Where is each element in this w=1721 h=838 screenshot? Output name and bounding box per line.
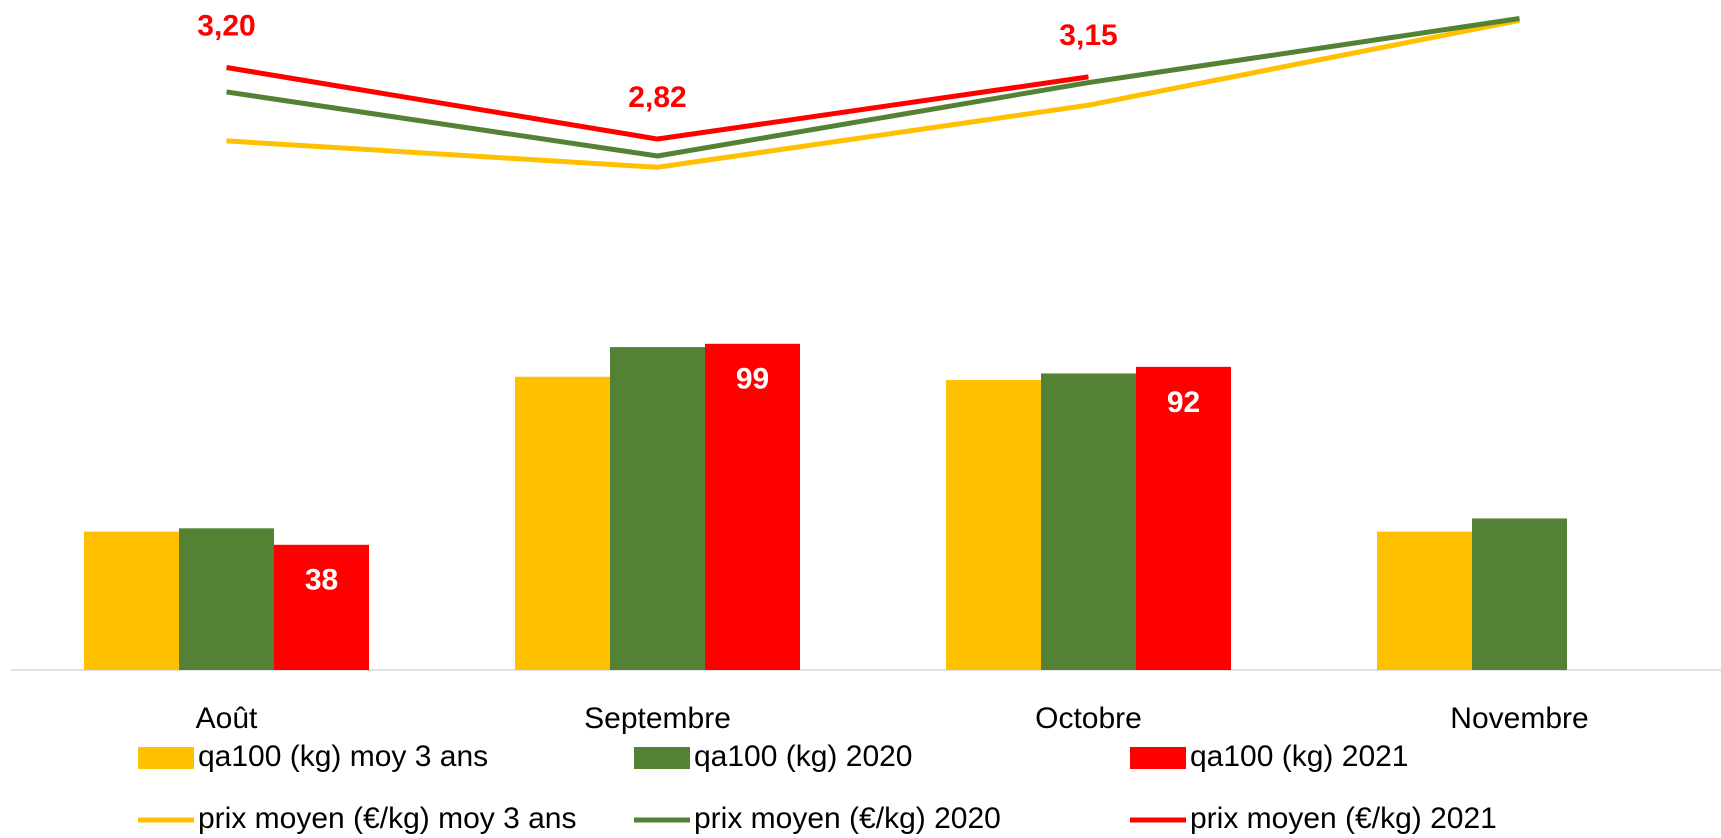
bar xyxy=(1377,531,1472,670)
x-tick-label: Octobre xyxy=(1035,702,1142,735)
bar xyxy=(705,343,800,670)
legend-label: prix moyen (€/kg) 2020 xyxy=(694,802,1001,835)
legend-label: prix moyen (€/kg) moy 3 ans xyxy=(198,802,576,835)
bar-value-label: 92 xyxy=(1167,386,1200,419)
bar-value-label: 38 xyxy=(305,564,338,597)
line-value-label: 3,20 xyxy=(197,9,255,42)
legend-label: qa100 (kg) 2020 xyxy=(694,740,913,773)
bar xyxy=(946,380,1041,670)
line-series xyxy=(226,17,1520,170)
legend-swatch xyxy=(1130,747,1186,769)
bar xyxy=(1041,373,1136,670)
x-tick-label: Septembre xyxy=(584,702,731,735)
bar xyxy=(1472,518,1567,670)
line-series xyxy=(226,16,1520,159)
bar xyxy=(610,347,705,670)
legend-swatch xyxy=(138,747,194,769)
legend-label: qa100 (kg) moy 3 ans xyxy=(198,740,488,773)
line-value-label: 2,82 xyxy=(628,81,686,114)
bar xyxy=(179,528,274,670)
bar xyxy=(84,531,179,670)
line-value-label: 3,15 xyxy=(1059,19,1117,52)
x-tick-label: Novembre xyxy=(1450,702,1588,735)
bar xyxy=(1136,366,1231,670)
x-tick-label: Août xyxy=(196,702,258,735)
legend-label: qa100 (kg) 2021 xyxy=(1190,740,1409,773)
line-series xyxy=(226,65,1089,142)
bar xyxy=(515,376,610,670)
legend-label: prix moyen (€/kg) 2021 xyxy=(1190,802,1497,835)
bar xyxy=(274,544,369,670)
legend-swatch xyxy=(634,747,690,769)
bar-value-label: 99 xyxy=(736,363,769,396)
